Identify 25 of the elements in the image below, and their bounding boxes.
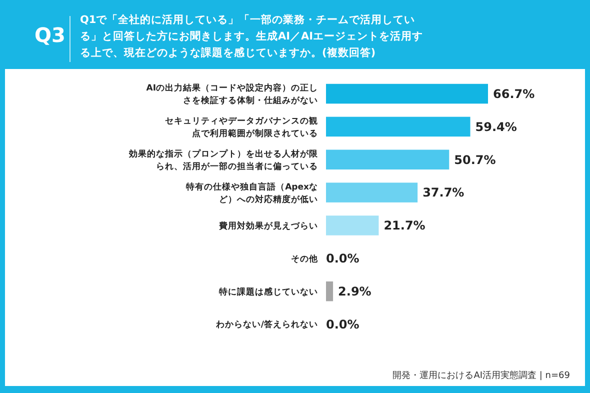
y-tick-label: 特有の仕様や独自言語（Apexなど）への対応精度が低い [185, 181, 318, 205]
data-label: 50.7% [454, 152, 496, 167]
data-label: 0.0% [326, 317, 360, 332]
data-label: 0.0% [326, 252, 360, 266]
data-label: 37.7% [422, 186, 464, 200]
bar [326, 84, 488, 104]
y-tick-label: わからない/答えられない [214, 319, 318, 330]
bar [326, 116, 470, 137]
y-tick-label: その他 [291, 253, 319, 264]
y-tick-label: 特に課題は感じていない [218, 286, 318, 298]
chart-subtitle: Q1で「全社的に活用している」「一部の業務・チームで活用している」と回答した方にお聞きします。生成AI／AIエージェントを活用する上で、現在どのような課題を感じていますか。(複数回答) [80, 13, 424, 59]
data-label: 59.4% [475, 120, 517, 134]
y-tick-label: AIの出力結果（コードや設定内容）の正しさを検証する体制・仕組みがない [146, 82, 318, 106]
bar [326, 150, 450, 170]
y-tick-label: 費用対効果が見えづらい [218, 220, 318, 232]
bar [326, 182, 418, 202]
y-tick-label: セキュリティやデータガバナンスの観点で利用範囲が制限されている [165, 115, 318, 139]
data-label: 21.7% [384, 218, 426, 233]
data-label: 2.9% [338, 284, 372, 299]
text: 開発・運用におけるAI活用実態調査 | n=69 [392, 370, 570, 381]
text: Q3 [34, 23, 66, 47]
bar [326, 216, 379, 236]
bar [326, 281, 334, 302]
y-tick-label: 効果的な指示（プロンプト）を出せる人材が限られ、活用が一部の担当者に偏っている [128, 148, 319, 172]
data-label: 66.7% [493, 86, 535, 101]
